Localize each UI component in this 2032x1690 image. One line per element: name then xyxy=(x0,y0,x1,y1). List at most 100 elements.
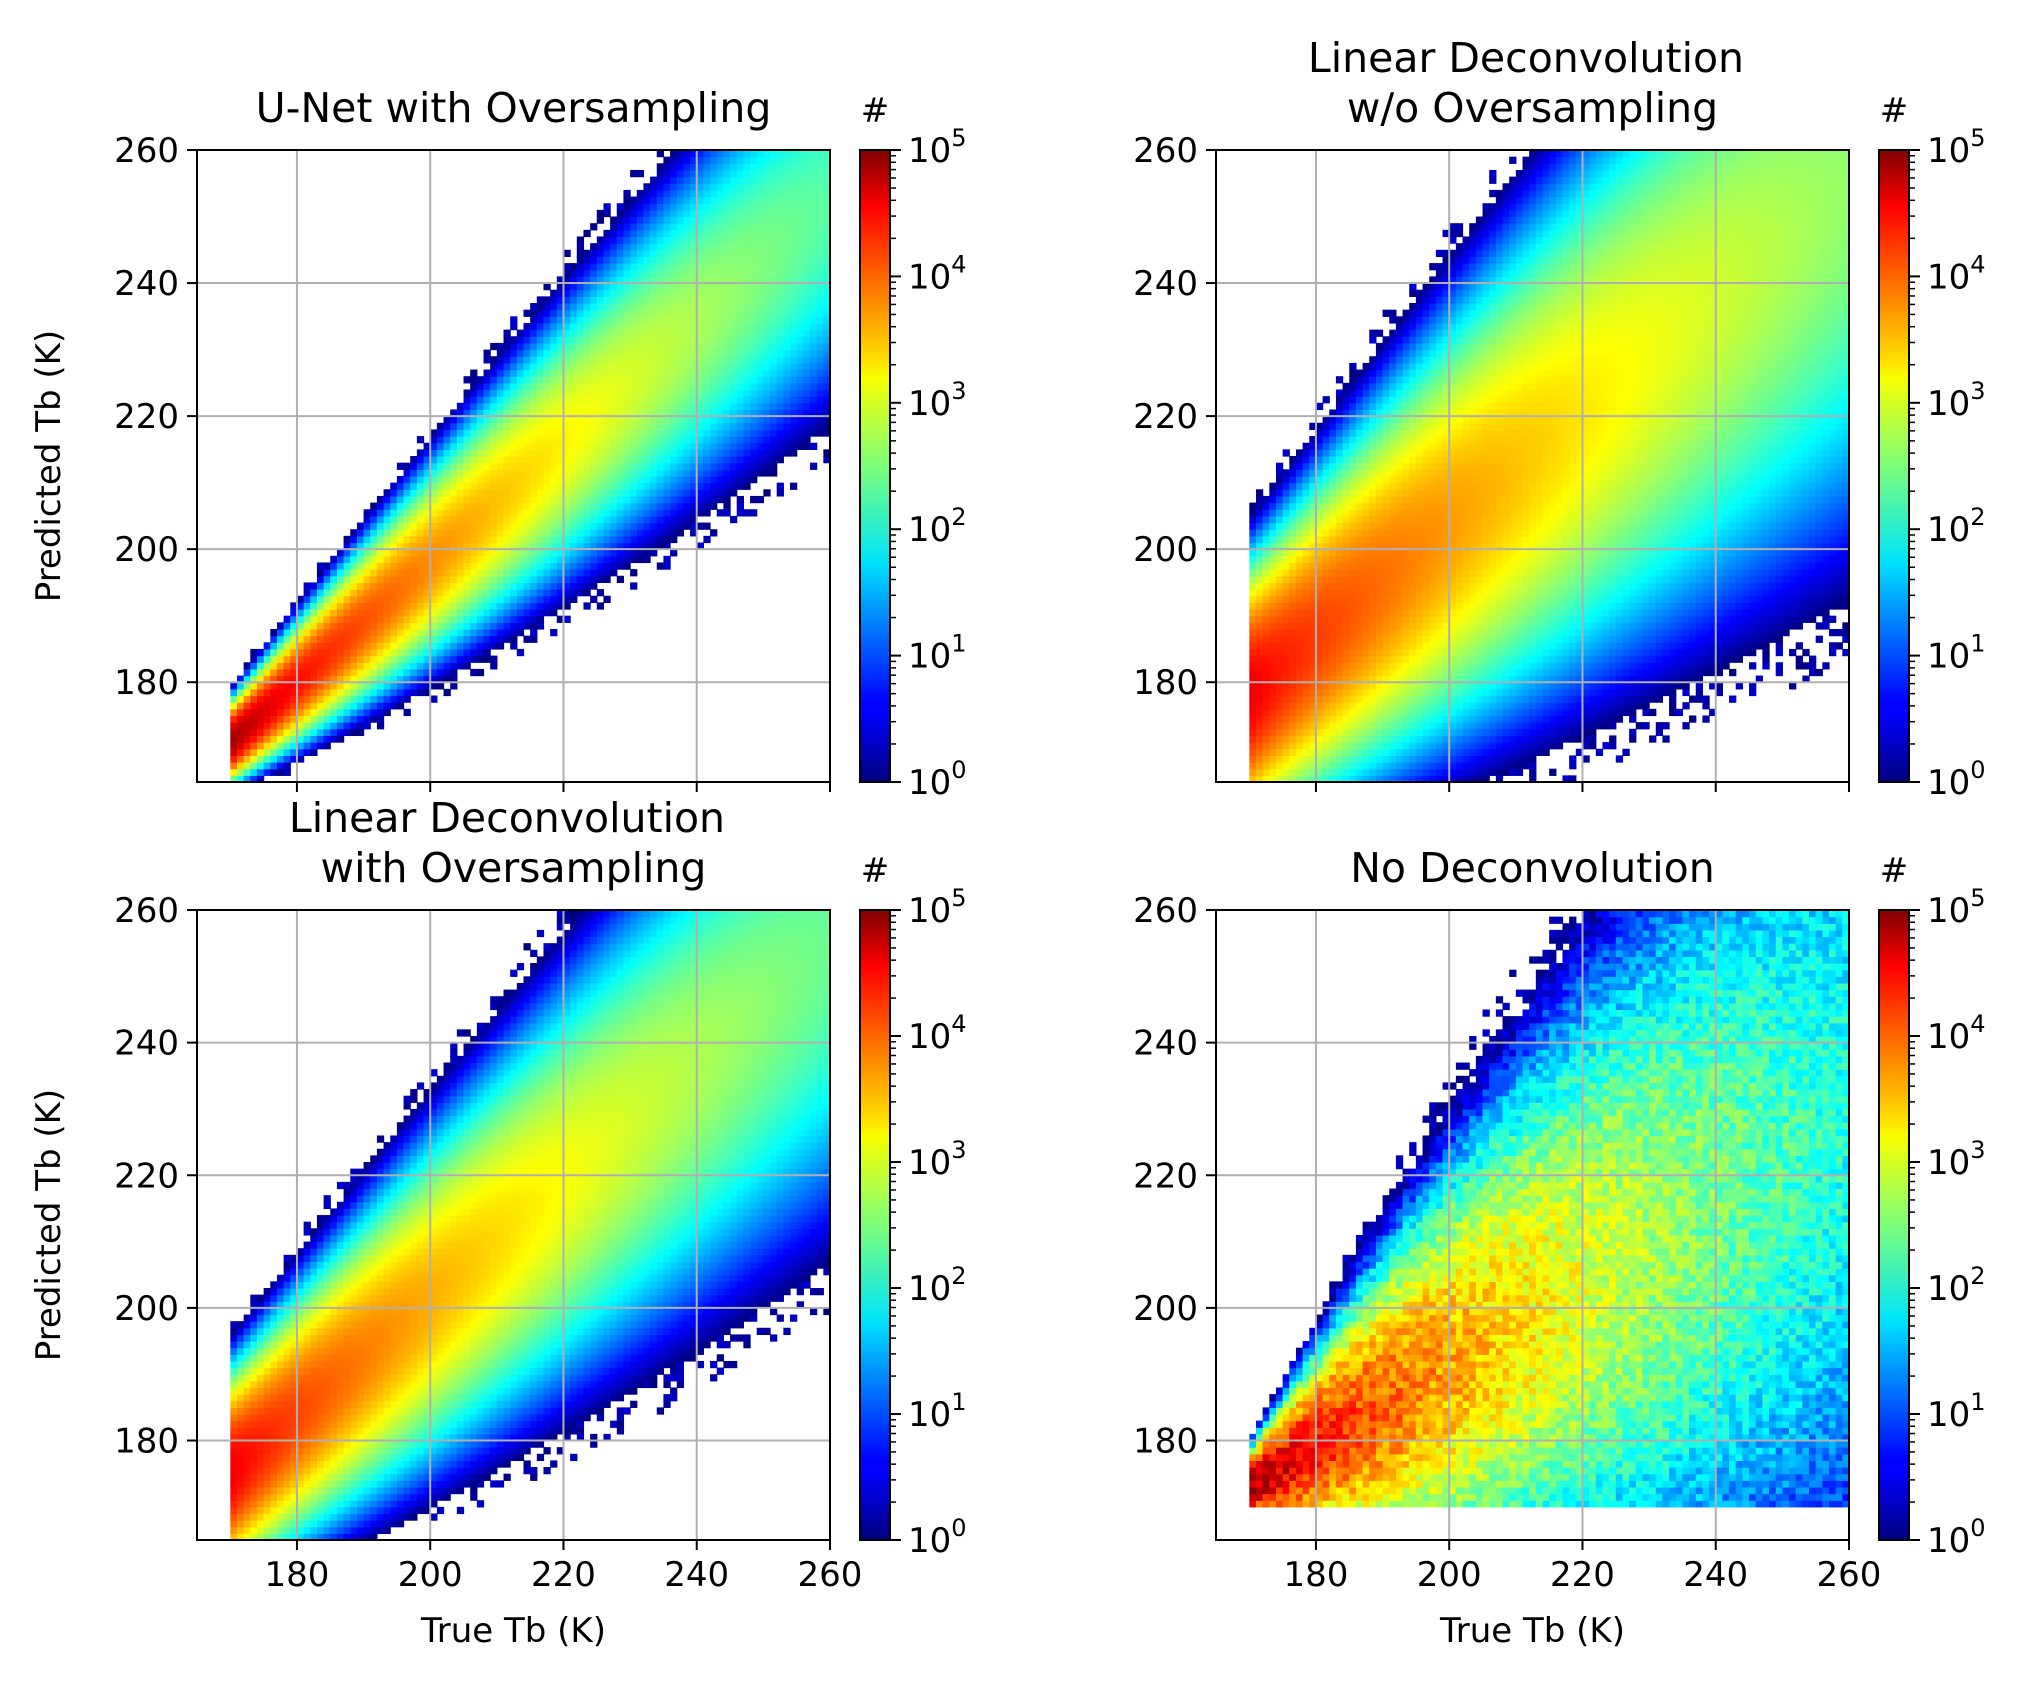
heatmap-cell xyxy=(1262,522,1270,530)
heatmap-cell xyxy=(590,263,598,271)
heatmap-cell xyxy=(543,489,551,497)
heatmap-cell xyxy=(743,342,751,351)
heatmap-cell xyxy=(1349,675,1357,683)
heatmap-cell xyxy=(483,456,491,464)
heatmap-cell xyxy=(1322,602,1330,610)
heatmap-cell xyxy=(723,502,731,510)
heatmap-cell xyxy=(530,609,538,617)
heatmap-cell xyxy=(490,416,498,424)
heatmap-cell xyxy=(1369,542,1377,550)
heatmap-cell xyxy=(1309,515,1317,524)
heatmap-cell xyxy=(1275,682,1284,690)
heatmap-cell xyxy=(1269,762,1277,770)
heatmap-cell xyxy=(270,708,278,717)
heatmap-cell xyxy=(1362,529,1370,537)
heatmap-cell xyxy=(470,549,478,557)
heatmap-cell xyxy=(670,482,678,490)
heatmap-cell xyxy=(790,436,798,444)
heatmap-cell xyxy=(516,436,525,444)
heatmap-cell xyxy=(1362,648,1370,657)
heatmap-cell xyxy=(303,628,311,637)
heatmap-cell xyxy=(1275,768,1284,776)
heatmap-cell xyxy=(430,695,438,703)
heatmap-cell xyxy=(756,369,764,377)
heatmap-cell xyxy=(370,662,378,670)
heatmap-cell xyxy=(576,376,585,384)
heatmap-cell xyxy=(796,276,804,284)
heatmap-cell xyxy=(663,163,671,171)
heatmap-cell xyxy=(670,150,678,158)
heatmap-cell xyxy=(250,702,258,710)
heatmap-cell xyxy=(416,469,425,477)
heatmap-cell xyxy=(823,376,831,384)
heatmap-cell xyxy=(723,376,731,384)
heatmap-cell xyxy=(1369,708,1377,717)
heatmap-cell xyxy=(590,296,598,304)
heatmap-cell xyxy=(596,263,605,271)
heatmap-cell xyxy=(1329,422,1337,431)
heatmap-cell xyxy=(783,229,791,238)
heatmap-cell xyxy=(343,688,351,697)
heatmap-cell xyxy=(550,509,558,517)
heatmap-cell xyxy=(610,542,618,550)
heatmap-cell xyxy=(616,342,625,351)
heatmap-cell xyxy=(550,296,558,304)
heatmap-cell xyxy=(550,549,558,557)
heatmap-cell xyxy=(683,283,691,291)
heatmap-cell xyxy=(516,389,525,397)
heatmap-cell xyxy=(1322,502,1330,510)
heatmap-cell xyxy=(656,263,665,271)
heatmap-cell xyxy=(723,389,731,397)
heatmap-cell xyxy=(423,569,431,577)
heatmap-cell xyxy=(630,436,638,444)
heatmap-cell xyxy=(723,322,731,331)
heatmap-cell xyxy=(1369,748,1377,756)
heatmap-cell xyxy=(636,243,645,251)
heatmap-cell xyxy=(270,628,278,637)
heatmap-cell xyxy=(796,396,804,404)
heatmap-cell xyxy=(1362,462,1370,470)
heatmap-cell xyxy=(590,362,598,371)
heatmap-cell xyxy=(550,602,558,610)
heatmap-cell xyxy=(736,482,744,490)
heatmap-cell xyxy=(683,356,691,364)
heatmap-cell xyxy=(1309,475,1317,484)
heatmap-cell xyxy=(636,495,645,504)
heatmap-cell xyxy=(650,329,658,337)
heatmap-cell xyxy=(763,362,771,371)
heatmap-cell xyxy=(590,249,598,258)
heatmap-cell xyxy=(330,595,338,603)
heatmap-cell xyxy=(1282,742,1290,750)
heatmap-cell xyxy=(723,509,731,517)
heatmap-cell xyxy=(490,462,498,470)
heatmap-cell xyxy=(670,349,678,357)
heatmap-cell xyxy=(610,522,618,530)
heatmap-cell xyxy=(1309,622,1317,630)
heatmap-cell xyxy=(230,735,238,743)
heatmap-cell xyxy=(536,356,545,364)
heatmap-cell xyxy=(683,495,691,504)
heatmap-cell xyxy=(583,449,591,457)
heatmap-cell xyxy=(816,196,824,204)
heatmap-cell xyxy=(436,635,445,643)
heatmap-cell xyxy=(1355,682,1364,690)
heatmap-cell xyxy=(416,502,425,510)
heatmap-cell xyxy=(316,589,325,597)
heatmap-cell xyxy=(803,236,811,244)
heatmap-cell xyxy=(576,416,585,424)
heatmap-cell xyxy=(330,582,338,590)
heatmap-cell xyxy=(430,495,438,504)
heatmap-cell xyxy=(1349,575,1357,584)
heatmap-cell xyxy=(636,442,645,450)
heatmap-cell xyxy=(490,469,498,477)
heatmap-cell xyxy=(690,356,698,364)
heatmap-cell xyxy=(1369,595,1377,603)
heatmap-cell xyxy=(776,322,784,331)
heatmap-cell xyxy=(690,376,698,384)
heatmap-cell xyxy=(530,635,538,643)
heatmap-cell xyxy=(663,176,671,184)
heatmap-cell xyxy=(796,296,804,304)
heatmap-cell xyxy=(1255,615,1264,623)
heatmap-cell xyxy=(456,436,465,444)
heatmap-cell xyxy=(1275,615,1284,623)
